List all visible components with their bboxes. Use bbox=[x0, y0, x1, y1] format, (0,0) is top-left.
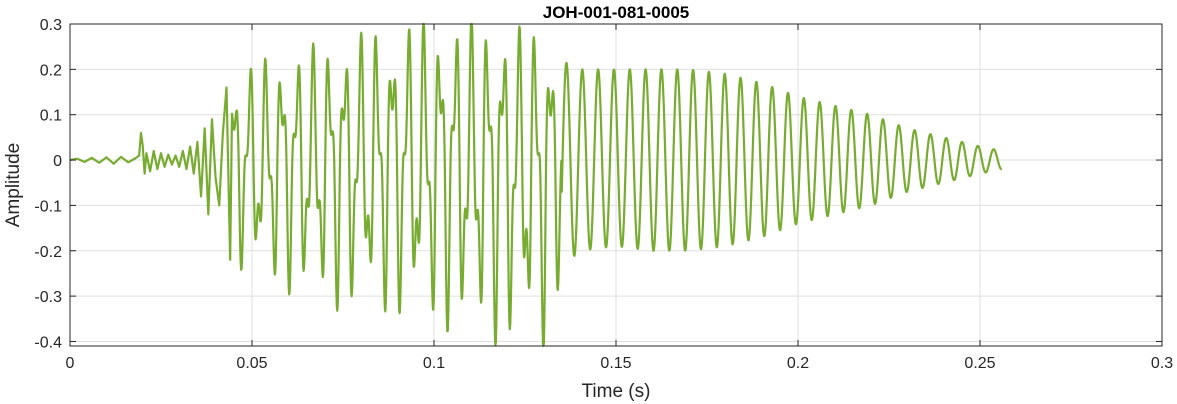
x-ticks: 0 0.05 0.1 0.15 0.2 0.25 0.3 bbox=[66, 24, 1173, 372]
x-tick-label: 0.2 bbox=[787, 355, 809, 372]
series-line bbox=[69, 22, 1003, 348]
y-tick-label: 0.2 bbox=[40, 62, 62, 79]
plot-area bbox=[69, 22, 1003, 348]
x-tick-label: 0.1 bbox=[423, 355, 445, 372]
y-tick-label: -0.3 bbox=[34, 289, 62, 306]
x-tick-label: 0.25 bbox=[964, 355, 995, 372]
x-tick-label: 0.05 bbox=[236, 355, 267, 372]
x-tick-label: 0.3 bbox=[1151, 355, 1173, 372]
y-tick-label: 0.3 bbox=[40, 17, 62, 34]
y-tick-label: -0.1 bbox=[34, 198, 62, 215]
grid bbox=[69, 23, 1163, 346]
x-axis-label: Time (s) bbox=[582, 381, 651, 402]
y-tick-label: -0.2 bbox=[34, 244, 62, 261]
y-tick-label: -0.4 bbox=[34, 334, 62, 351]
chart-title: JOH-001-081-0005 bbox=[543, 3, 689, 22]
y-ticks: 0.3 0.2 0.1 0 -0.1 -0.2 -0.3 -0.4 bbox=[34, 17, 1162, 351]
x-tick-label: 0 bbox=[66, 355, 75, 372]
y-tick-label: 0.1 bbox=[40, 108, 62, 125]
y-axis-label: Amplitude bbox=[3, 143, 24, 228]
y-tick-label: 0 bbox=[53, 153, 62, 170]
x-tick-label: 0.15 bbox=[600, 355, 631, 372]
